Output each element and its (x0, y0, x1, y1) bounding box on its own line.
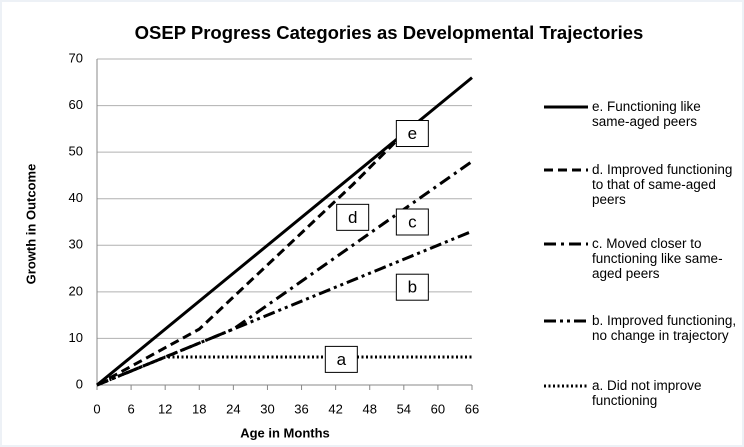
line-series (96, 132, 405, 387)
chart-title: OSEP Progress Categories as Developmenta… (135, 22, 644, 43)
y-axis-label: Growth in Outcome (23, 164, 38, 285)
x-tick-label: 48 (362, 401, 376, 416)
x-tick-label: 6 (127, 401, 134, 416)
x-tick-label: 66 (465, 401, 479, 416)
legend-label: c. Moved closer to functioning like same… (592, 236, 723, 281)
y-tick-label: 30 (69, 237, 83, 252)
x-tick-label: 24 (226, 401, 240, 416)
annotation: a (337, 350, 347, 369)
line-series (96, 355, 472, 387)
line-series (96, 229, 473, 387)
y-tick-label: 0 (76, 376, 83, 391)
annotation: e (408, 124, 417, 143)
y-tick-label: 70 (69, 50, 83, 65)
x-tick-label: 42 (328, 401, 342, 416)
y-tick-label: 40 (69, 190, 83, 205)
x-tick-label: 12 (158, 401, 172, 416)
annotation: d (348, 208, 357, 227)
annotation: c (408, 212, 417, 231)
x-tick-label: 54 (397, 401, 411, 416)
y-tick-label: 10 (69, 330, 83, 345)
x-tick-label: 36 (294, 401, 308, 416)
line-series (96, 160, 473, 387)
y-tick-label: 20 (69, 283, 83, 298)
x-tick-label: 0 (93, 401, 100, 416)
legend-label: a. Did not improve functioning (592, 378, 702, 408)
y-tick-label: 60 (69, 97, 83, 112)
legend-label: e. Functioning like same-aged peers (592, 99, 701, 129)
x-tick-label: 30 (260, 401, 274, 416)
legend-label: b. Improved functioning, no change in tr… (592, 313, 737, 343)
x-tick-label: 60 (431, 401, 445, 416)
legend-label: d. Improved functioning to that of same-… (592, 162, 733, 207)
annotation-box (324, 345, 358, 373)
annotation: b (408, 278, 417, 297)
x-tick-label: 18 (192, 401, 206, 416)
x-axis-label: Age in Months (240, 425, 330, 440)
annotation-box (336, 203, 370, 231)
y-tick-label: 50 (69, 144, 83, 159)
annotation-box (395, 273, 429, 301)
annotation-box (395, 208, 429, 236)
annotation-box (395, 120, 429, 148)
